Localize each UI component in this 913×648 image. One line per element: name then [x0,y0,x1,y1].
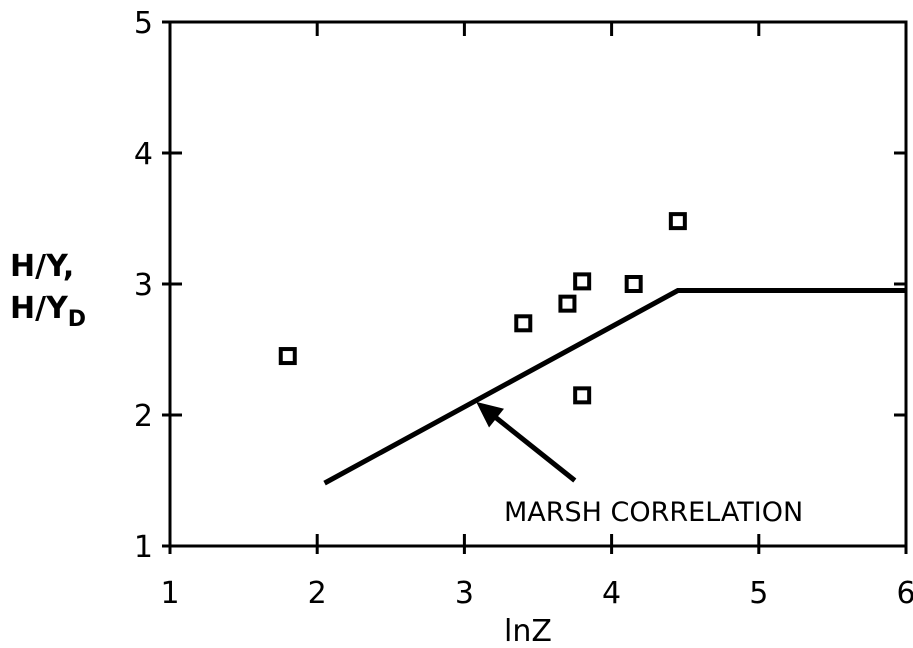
x-tick-label: 2 [308,576,327,611]
correlation-line [323,288,906,486]
x-axis-title: lnZ [504,614,552,648]
y-axis-ticks: 1 2 3 4 5 [134,6,906,565]
y-tick-label: 4 [134,137,153,172]
data-point [514,314,533,333]
y-axis-title: H/Y, H/YD [10,249,86,332]
plot-frame [168,20,908,548]
y-axis-title-line2-subscript: D [68,307,86,332]
data-point [624,275,643,293]
annotation-group: MARSH CORRELATION [476,401,803,528]
series-lines [323,288,906,486]
data-points [278,212,687,405]
plot-area-border [168,20,908,548]
y-tick-label: 1 [134,530,153,565]
y-tick-label: 5 [134,6,153,41]
x-tick-label: 4 [602,576,621,611]
data-point [278,347,297,366]
annotation-label: MARSH CORRELATION [504,497,803,528]
y-axis-title-line2-main: H/Y [10,291,69,326]
annotation-arrow-line [493,414,577,483]
x-tick-label: 6 [896,576,913,611]
y-tick-label: 2 [134,399,153,434]
x-axis-ticks: 1 2 3 4 5 6 [160,22,913,611]
y-axis-title-line2: H/YD [10,291,86,332]
data-point [573,272,592,291]
data-point [558,294,577,313]
data-point [573,386,592,405]
annotation-arrow-head [476,401,504,428]
data-point [668,212,687,231]
y-tick-label: 3 [134,268,153,303]
x-tick-label: 5 [749,576,768,611]
y-axis-title-line1: H/Y, [10,249,74,284]
x-tick-label: 3 [455,576,474,611]
x-tick-label: 1 [160,576,179,611]
